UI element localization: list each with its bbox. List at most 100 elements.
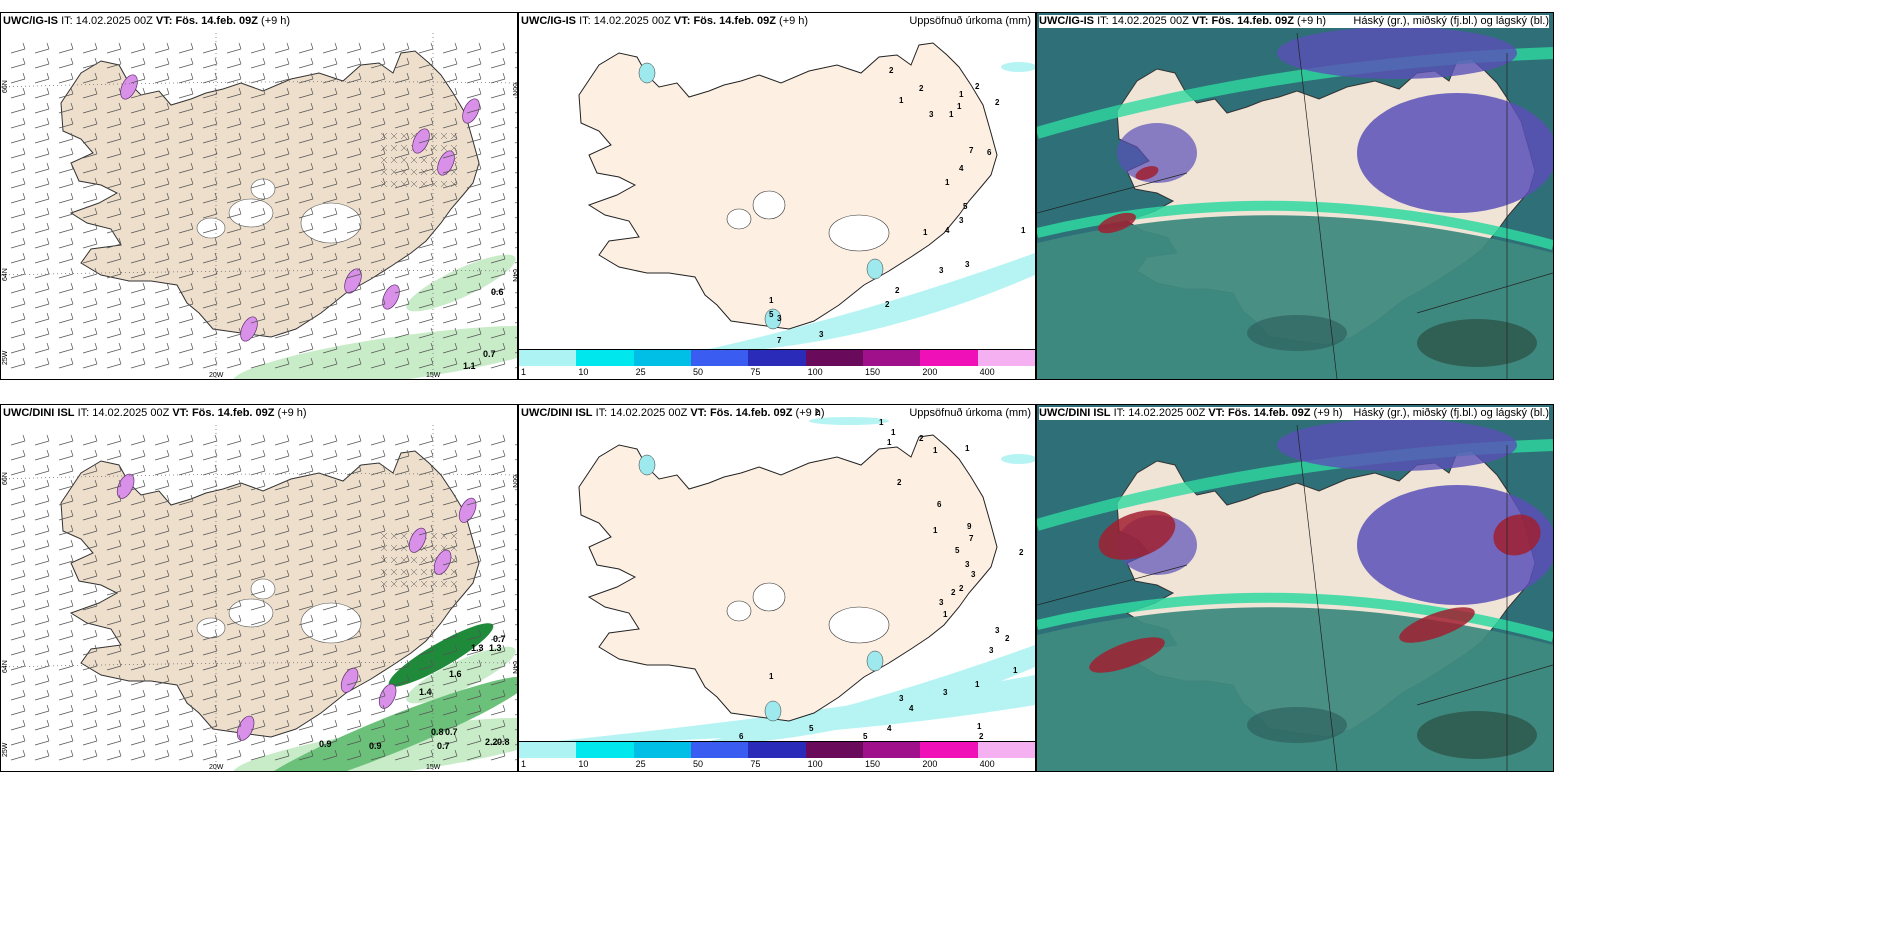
wind-barb <box>130 207 146 219</box>
wind-barb <box>82 719 98 731</box>
wind-barb <box>346 569 362 581</box>
wind-barb <box>130 614 146 626</box>
legend-swatch <box>920 741 979 758</box>
wind-barb <box>10 674 26 686</box>
wind-barb <box>490 479 506 491</box>
wind-barb <box>34 479 50 491</box>
legend-swatch <box>863 349 922 366</box>
wind-barb <box>34 539 50 551</box>
wind-barb <box>58 569 74 581</box>
wind-barb <box>154 267 170 279</box>
wind-barb <box>34 357 50 369</box>
wind-barb <box>10 659 26 671</box>
wind-barb <box>10 42 26 54</box>
wind-barb <box>178 674 194 686</box>
wind-barb <box>394 267 410 279</box>
hatch-mark <box>430 580 438 588</box>
hatch-mark <box>400 544 408 552</box>
wind-barb <box>418 342 434 354</box>
wind-barb <box>490 297 506 309</box>
wind-barb <box>130 584 146 596</box>
precip-max <box>764 308 782 330</box>
wind-barb <box>298 42 314 54</box>
wind-barb <box>490 524 506 536</box>
wind-barb <box>298 57 314 69</box>
wind-barb <box>370 689 386 701</box>
wind-barb <box>10 614 26 626</box>
wind-barb <box>418 689 434 701</box>
mid-cloud <box>1117 123 1197 183</box>
wind-barb <box>58 449 74 461</box>
wind-barb <box>394 734 410 746</box>
wind-barb <box>442 222 458 234</box>
wind-barb <box>82 629 98 641</box>
precip-value: 2 <box>1019 548 1024 557</box>
panel-wind-igis: UWC/IG-IS IT: 14.02.2025 00Z VT: Fös. 14… <box>0 12 518 380</box>
hatch-mark <box>420 580 428 588</box>
wind-barb <box>226 539 242 551</box>
wind-barb <box>466 192 482 204</box>
wind-barb <box>82 177 98 189</box>
wind-barb <box>10 282 26 294</box>
wind-barb <box>346 117 362 129</box>
legend-label: 10 <box>578 759 589 769</box>
wind-barb <box>10 719 26 731</box>
wind-barb <box>250 449 266 461</box>
wind-barb <box>250 57 266 69</box>
wind-barb <box>274 509 290 521</box>
wind-barb <box>154 312 170 324</box>
wind-barb <box>490 282 506 294</box>
glacier <box>726 208 752 230</box>
wind-barb <box>10 222 26 234</box>
hatch-mark <box>380 544 388 552</box>
wind-barb <box>178 719 194 731</box>
wind-barb <box>226 192 242 204</box>
wind-barb <box>394 659 410 671</box>
wind-barb <box>154 357 170 369</box>
wind-barb <box>250 177 266 189</box>
legend-label: 200 <box>922 759 938 769</box>
wind-barb <box>394 87 410 99</box>
wind-barb <box>226 132 242 144</box>
wind-barb <box>490 147 506 159</box>
wind-barb <box>130 117 146 129</box>
wind-barb <box>250 494 266 506</box>
lat-label: 25W <box>2 350 9 365</box>
wind-barb <box>490 659 506 671</box>
wind-barb <box>154 584 170 596</box>
wind-barb <box>394 614 410 626</box>
wind-barb <box>346 449 362 461</box>
wind-barb <box>178 449 194 461</box>
glacier <box>196 217 226 239</box>
wind-barb <box>82 524 98 536</box>
wind-barb <box>106 659 122 671</box>
wind-barb <box>322 207 338 219</box>
precip-value: 5 <box>769 310 774 319</box>
wind-barb <box>298 147 314 159</box>
wind-barb <box>178 434 194 446</box>
wind-barb <box>154 72 170 84</box>
wind-barb <box>322 282 338 294</box>
convective-cell <box>340 667 359 693</box>
wind-barb <box>466 539 482 551</box>
wind-barb <box>82 297 98 309</box>
wind-barb <box>490 102 506 114</box>
wind-barb <box>82 147 98 159</box>
wind-barb <box>442 207 458 219</box>
wind-barb <box>82 539 98 551</box>
wind-barb <box>154 87 170 99</box>
wind-barb <box>370 644 386 656</box>
lat-label: 64N <box>511 661 517 674</box>
wind-barb <box>10 57 26 69</box>
precip-value: 1 <box>957 102 962 111</box>
wind-barb <box>418 569 434 581</box>
wind-barb <box>370 509 386 521</box>
wind-barb <box>274 297 290 309</box>
wind-barb <box>370 192 386 204</box>
wind-barb <box>10 494 26 506</box>
hatch-mark <box>410 156 418 164</box>
wind-barb <box>154 192 170 204</box>
wind-barb <box>274 449 290 461</box>
wind-barb <box>418 297 434 309</box>
wind-barb <box>490 509 506 521</box>
